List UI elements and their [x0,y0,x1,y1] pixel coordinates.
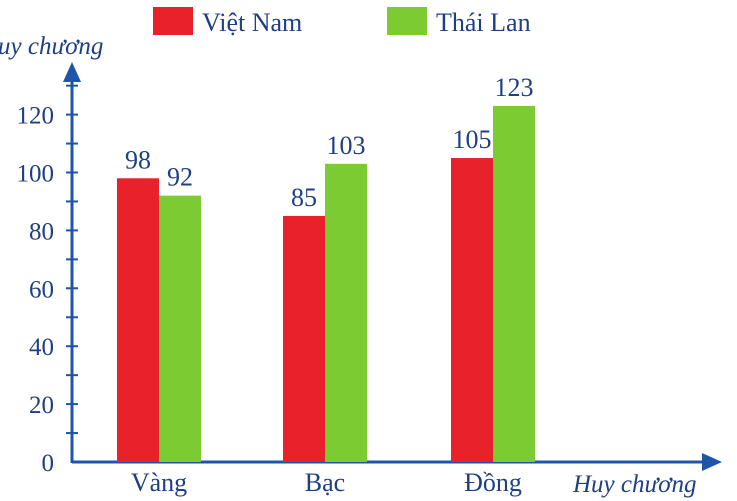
y-tick-label: 120 [17,103,55,130]
bar [117,178,159,463]
y-tick-label: 80 [29,218,54,245]
data-label: 105 [453,125,492,154]
bar [283,215,325,462]
legend: Việt Nam Thái Lan [153,7,531,37]
bar [159,195,201,462]
data-label: 85 [291,183,317,212]
y-tick-label: 40 [29,334,54,361]
y-axis-arrow [63,62,81,82]
y-tick-label: 20 [29,392,54,419]
bars [117,105,535,463]
y-tick-label: 0 [42,450,55,477]
category-label: Bạc [305,468,345,497]
data-label: 98 [125,145,151,174]
legend-label-vietnam: Việt Nam [202,8,302,37]
y-tick-label: 60 [29,276,54,303]
y-axis-title: uy chương [0,33,103,60]
data-label: 103 [327,131,366,160]
y-ticks: 0 20 40 60 80 100 120 [17,84,78,477]
x-axis-arrow [702,453,722,471]
legend-swatch-thailand [387,7,427,35]
legend-label-thailand: Thái Lan [436,8,531,37]
bar [325,163,367,462]
x-axis-title: Huy chương [572,471,696,498]
category-labels: Vàng Bạc Đồng [131,468,522,497]
bar [451,158,493,462]
category-label: Vàng [131,468,187,497]
data-label: 92 [167,163,193,192]
legend-swatch-vietnam [153,7,193,35]
category-label: Đồng [464,468,522,497]
bar [493,105,535,462]
y-tick-label: 100 [17,161,55,188]
data-label: 123 [495,73,534,102]
